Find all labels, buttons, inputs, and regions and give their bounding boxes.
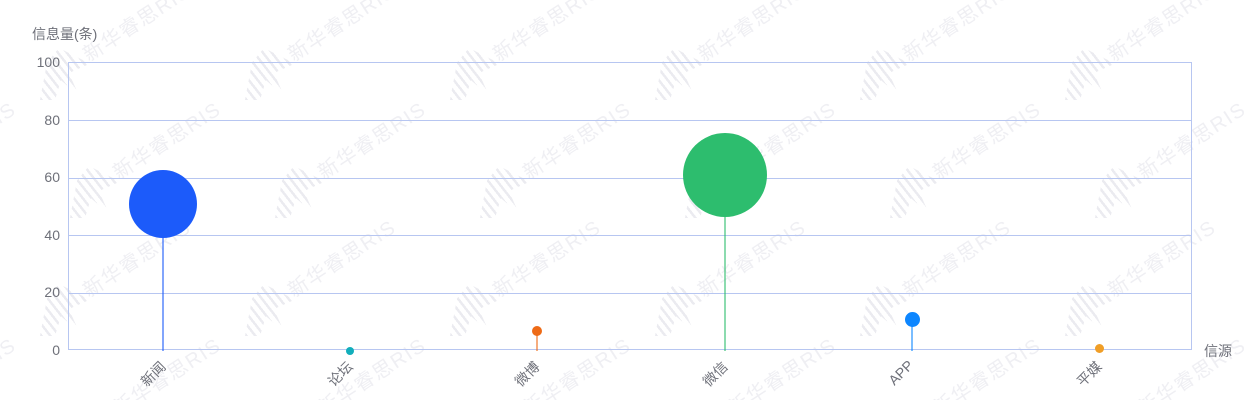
x-axis-title: 信源 xyxy=(1204,343,1232,359)
x-axis-label-APP: APP xyxy=(885,357,917,389)
x-axis-label-新闻: 新闻 xyxy=(137,358,169,390)
x-axis-label-论坛: 论坛 xyxy=(324,358,356,390)
stem-微信 xyxy=(723,175,726,351)
data-point-APP[interactable] xyxy=(904,311,920,327)
gridline-40 xyxy=(69,235,1191,237)
watermark-text: 新华睿思RIS xyxy=(489,0,606,67)
stem-微博 xyxy=(536,330,539,351)
watermark: 新华睿思RIS xyxy=(1095,334,1260,400)
watermark-text: 新华睿思RIS xyxy=(1104,0,1221,67)
watermark: 新华睿思RIS xyxy=(0,334,55,400)
gridline-80 xyxy=(69,120,1191,122)
watermark-text: 新华睿思RIS xyxy=(694,0,811,67)
data-point-新闻[interactable] xyxy=(128,170,197,239)
watermark-text: 新华睿思RIS xyxy=(0,334,21,400)
data-point-论坛[interactable] xyxy=(346,347,354,355)
y-tick-label-0: 0 xyxy=(52,342,60,358)
watermark: 新华睿思RIS xyxy=(890,334,1080,400)
y-tick-label-20: 20 xyxy=(44,284,60,301)
x-axis-label-微博: 微博 xyxy=(511,358,544,390)
stem-新闻 xyxy=(161,204,164,351)
stem-APP xyxy=(911,319,913,351)
plot-area xyxy=(68,62,1192,355)
gridline-60 xyxy=(69,177,1191,179)
y-tick-label-100: 100 xyxy=(36,54,60,70)
watermark: 新华睿思RIS xyxy=(275,334,465,400)
data-point-微信[interactable] xyxy=(682,133,767,218)
y-tick-label-40: 40 xyxy=(44,226,60,243)
data-point-平媒[interactable] xyxy=(1094,343,1104,353)
y-tick-label-80: 80 xyxy=(44,111,60,128)
x-axis-label-平媒: 平媒 xyxy=(1073,358,1106,390)
watermark-text: 新华睿思RIS xyxy=(284,0,401,67)
y-tick-label-60: 60 xyxy=(44,169,60,186)
watermark-text: 新华睿思RIS xyxy=(899,0,1016,67)
gridline-20 xyxy=(69,292,1191,294)
x-axis-label-微信: 微信 xyxy=(699,358,731,390)
data-point-微博[interactable] xyxy=(532,325,543,336)
y-axis-title: 信息量(条) xyxy=(32,26,98,42)
